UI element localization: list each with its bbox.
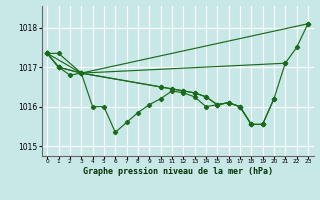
- X-axis label: Graphe pression niveau de la mer (hPa): Graphe pression niveau de la mer (hPa): [83, 167, 273, 176]
